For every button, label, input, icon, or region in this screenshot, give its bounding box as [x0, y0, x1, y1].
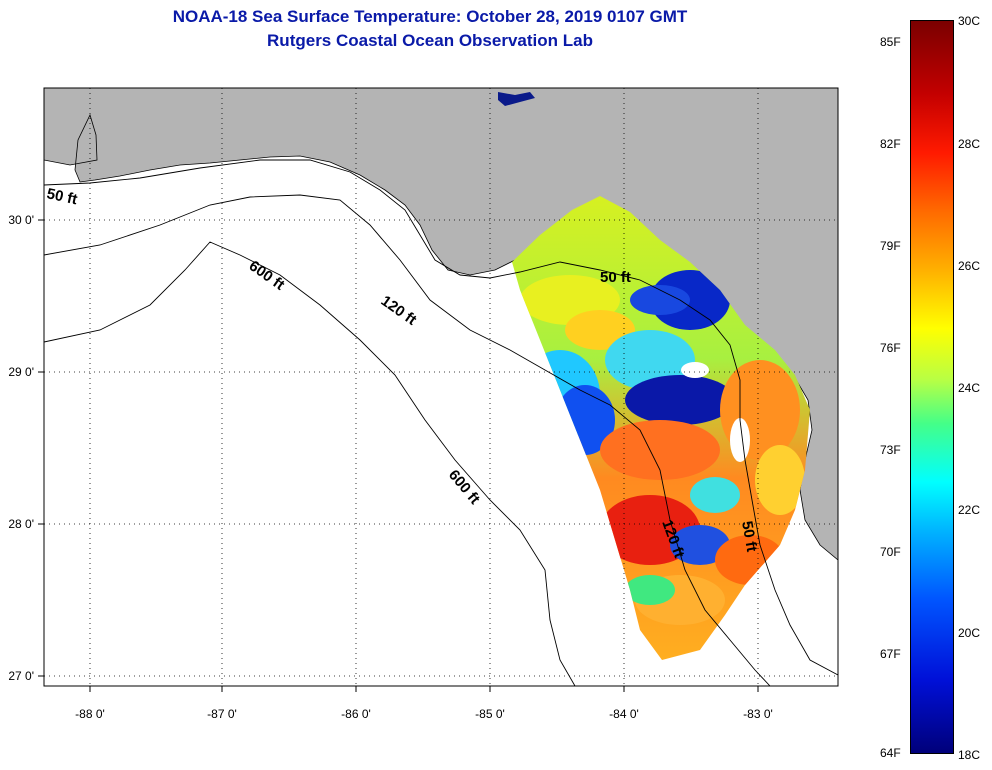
colorbar-c-label: 26C — [958, 259, 981, 273]
colorbar-f-label: 70F — [880, 545, 901, 559]
lat-tick-label: 28 0' — [8, 517, 34, 531]
colorbar-c-label: 18C — [958, 748, 981, 762]
colorbar-c-label: 20C — [958, 626, 981, 640]
lon-tick-label: -85 0' — [475, 707, 505, 721]
map-frame — [43, 87, 839, 687]
colorbar-f-label: 73F — [880, 443, 901, 457]
lon-tick-label: -87 0' — [207, 707, 237, 721]
lake — [498, 92, 535, 106]
page-subtitle: Rutgers Coastal Ocean Observation Lab — [267, 31, 593, 50]
temperature-colorbar — [910, 20, 954, 754]
colorbar-f-label: 64F — [880, 746, 901, 760]
lon-tick-label: -88 0' — [75, 707, 105, 721]
colorbar-c-label: 30C — [958, 14, 981, 28]
colorbar-f-label: 82F — [880, 137, 901, 151]
colorbar-f-label: 67F — [880, 647, 901, 661]
contour-label: 50 ft — [738, 520, 760, 553]
colorbar-f-label: 76F — [880, 341, 901, 355]
lon-tick-label: -84 0' — [609, 707, 639, 721]
land — [44, 88, 838, 561]
page-title: NOAA-18 Sea Surface Temperature: October… — [172, 7, 688, 26]
colorbar-c-label: 24C — [958, 381, 981, 395]
contour-50ft — [44, 159, 838, 676]
colorbar-f-label: 85F — [880, 35, 901, 49]
contour-label: 50 ft — [600, 269, 631, 286]
colorbar-f-label: 79F — [880, 239, 901, 253]
contour-120ft — [44, 194, 771, 686]
lat-tick-label: 27 0' — [8, 669, 34, 683]
map-area — [44, 88, 838, 686]
colorbar-c-label: 28C — [958, 137, 981, 151]
contour-label: 50 ft — [45, 185, 79, 208]
colorbar-c-label: 22C — [958, 503, 981, 517]
lat-tick-label: 29 0' — [8, 365, 34, 379]
contour-600ft — [44, 241, 576, 686]
lon-tick-label: -83 0' — [743, 707, 773, 721]
tick-marks — [38, 219, 759, 692]
lat-tick-label: 30 0' — [8, 213, 34, 227]
lon-tick-label: -86 0' — [341, 707, 371, 721]
